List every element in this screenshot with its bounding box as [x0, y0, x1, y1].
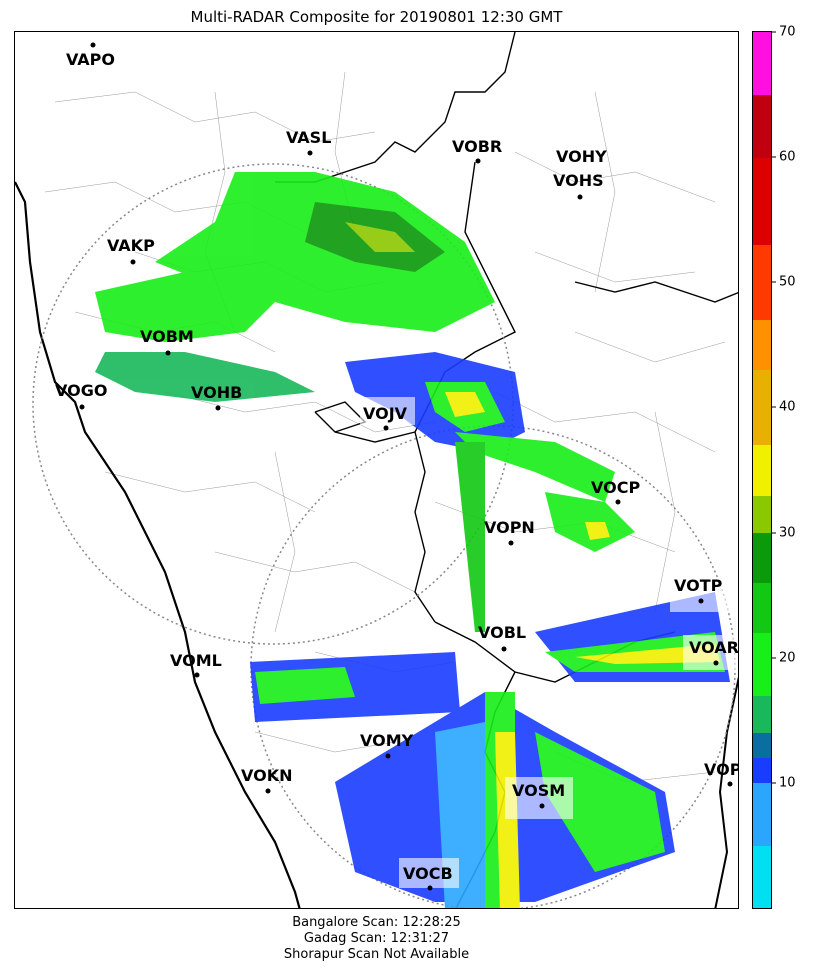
station-vohb: VOHB [191, 383, 242, 411]
station-vasl: VASL [286, 128, 331, 156]
station-label-vomy: VOMY [360, 731, 414, 750]
station-label-vohy: VOHY [556, 147, 607, 166]
colorbar-band [753, 94, 771, 158]
radar-map: VAPO VASL VOBR VOHY VOHS VAKP [14, 31, 739, 909]
station-vobl: VOBL [478, 623, 526, 652]
station-label-vopn: VOPN [484, 518, 535, 537]
station-markers: VAPO VASL VOBR VOHY VOHS VAKP [55, 42, 739, 891]
station-label-vojv: VOJV [363, 404, 408, 423]
station-label-vosm: VOSM [512, 781, 565, 800]
station-label-vobr: VOBR [452, 137, 502, 156]
colorbar-band [753, 757, 771, 784]
station-voar: VOAR [689, 638, 739, 666]
station-vocb: VOCB [403, 864, 453, 891]
colorbar-band [753, 532, 771, 584]
colorbar-tick-label: 40 [772, 400, 796, 415]
colorbar-band [753, 319, 771, 371]
scan-times: Bangalore Scan: 12:28:25 Gadag Scan: 12:… [14, 915, 739, 963]
station-label-voar: VOAR [689, 638, 739, 657]
colorbar-band [753, 782, 771, 846]
station-vomy: VOMY [360, 731, 414, 759]
map-title: Multi-RADAR Composite for 20190801 12:30… [190, 8, 563, 26]
colorbar-band [753, 32, 771, 96]
station-vapo: VAPO [66, 42, 115, 69]
station-vopn: VOPN [484, 518, 535, 546]
colorbar-band [753, 444, 771, 496]
colorbar-band [753, 582, 771, 634]
colorbar-band [753, 632, 771, 696]
colorbar-tick-label: 60 [772, 150, 796, 165]
colorbar-tick-label: 10 [772, 775, 796, 790]
shorapur-scan-status: Shorapur Scan Not Available [283, 947, 470, 962]
colorbar-band [753, 845, 771, 908]
station-label-votp: VOTP [674, 576, 723, 595]
colorbar-tick-label: 70 [772, 25, 796, 40]
station-vobm: VOBM [140, 327, 194, 356]
colorbar-band [753, 695, 771, 734]
colorbar-band [753, 369, 771, 446]
station-label-vocb: VOCB [403, 864, 453, 883]
station-voml: VOML [170, 651, 222, 678]
colorbar-band [753, 732, 771, 759]
station-vopc: VOPC [704, 760, 739, 787]
label-highlights [360, 397, 738, 888]
station-label-vogo: VOGO [55, 381, 107, 400]
station-label-vapo: VAPO [66, 50, 115, 69]
colorbar-tick-label: 50 [772, 275, 796, 290]
station-vojv: VOJV [363, 404, 408, 431]
station-label-vasl: VASL [286, 128, 331, 147]
station-vogo: VOGO [55, 381, 107, 410]
station-label-vopc: VOPC [704, 760, 739, 779]
radar-echoes [95, 172, 730, 908]
colorbar-band [753, 157, 771, 246]
station-vakp: VAKP [107, 236, 155, 265]
colorbar-band [753, 495, 771, 534]
station-vobr: VOBR [452, 137, 502, 164]
colorbar-tick-label: 30 [772, 525, 796, 540]
colorbar-band [753, 244, 771, 321]
station-label-vohs: VOHS [553, 171, 604, 190]
station-label-vocp: VOCP [591, 478, 640, 497]
station-vosm: VOSM [512, 781, 565, 809]
east-coastline [714, 676, 738, 908]
station-votp: VOTP [674, 576, 723, 604]
station-label-vohb: VOHB [191, 383, 242, 402]
colorbar-tick-label: 20 [772, 650, 796, 665]
coastline [15, 181, 301, 908]
colorbar-ticks: 10 20 30 40 50 60 70 [772, 25, 822, 909]
station-label-vobm: VOBM [140, 327, 194, 346]
radar-map-canvas: VAPO VASL VOBR VOHY VOHS VAKP [15, 32, 739, 908]
gadag-scan-time: Gadag Scan: 12:31:27 [303, 931, 450, 946]
station-label-vokn: VOKN [241, 766, 293, 785]
station-vohy: VOHY [556, 147, 607, 166]
station-label-voml: VOML [170, 651, 222, 670]
reflectivity-colorbar [752, 31, 772, 909]
bangalore-scan-time: Bangalore Scan: 12:28:25 [292, 915, 461, 930]
station-vohs: VOHS [553, 171, 604, 200]
station-vokn: VOKN [241, 766, 293, 794]
station-vocp: VOCP [591, 478, 640, 505]
station-label-vakp: VAKP [107, 236, 155, 255]
station-label-vobl: VOBL [478, 623, 526, 642]
